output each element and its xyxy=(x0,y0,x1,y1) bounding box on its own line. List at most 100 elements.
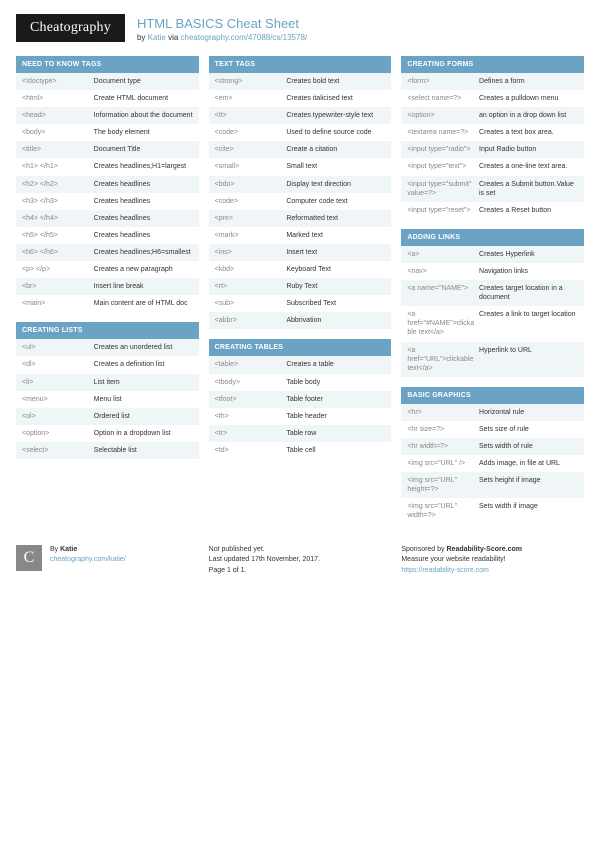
footer-sponsor-prefix: Sponsored by xyxy=(401,546,446,553)
section-header: CREATING FORMS xyxy=(401,56,584,73)
table-row: <a>Creates Hyperlink xyxy=(401,246,584,263)
desc-cell: Table footer xyxy=(286,395,385,404)
tag-cell: <form> xyxy=(407,77,479,86)
desc-cell: Defines a form xyxy=(479,77,578,86)
table-row: <h6> </h6>Creates headlines;H6=smallest xyxy=(16,244,199,261)
desc-cell: Option in a dropdown list xyxy=(94,429,193,438)
tag-cell: <pre> xyxy=(215,214,287,223)
table-row: <ul>Creates an unordered list xyxy=(16,339,199,356)
tag-cell: <small> xyxy=(215,162,287,171)
desc-cell: Creates a text box area. xyxy=(479,128,578,137)
tag-cell: <abbr> xyxy=(215,316,287,325)
tag-cell: <hr width=?> xyxy=(407,442,479,451)
table-row: <input type="submit" value=?>Creates a S… xyxy=(401,176,584,202)
tag-cell: <code> xyxy=(215,128,287,137)
desc-cell: Sets width if image xyxy=(479,502,578,511)
tag-cell: <a name="NAME"> xyxy=(407,284,479,293)
table-row: <option>Option in a dropdown list xyxy=(16,425,199,442)
table-row: <ol>Ordered list xyxy=(16,408,199,425)
desc-cell: Keyboard Text xyxy=(286,265,385,274)
table-row: <mark>Marked text xyxy=(209,227,392,244)
source-link[interactable]: cheatography.com/47088/cs/13578/ xyxy=(181,33,308,42)
page-title: HTML BASICS Cheat Sheet xyxy=(137,16,307,31)
desc-cell: Document type xyxy=(94,77,193,86)
desc-cell: Adds image, in file at URL xyxy=(479,459,578,468)
footer-mid-line1: Not published yet. xyxy=(209,545,392,556)
table-row: <input type="reset">Creates a Reset butt… xyxy=(401,202,584,219)
table-row: <!doctype>Document type xyxy=(16,73,199,90)
footer-mid-line3: Page 1 of 1. xyxy=(209,566,392,577)
table-row: <dl>Creates a definition list xyxy=(16,356,199,373)
page-header: Cheatography HTML BASICS Cheat Sheet by … xyxy=(0,0,600,52)
tag-cell: <ins> xyxy=(215,248,287,257)
desc-cell: Navigation links xyxy=(479,267,578,276)
table-row: <input type="text">Creates a one-line te… xyxy=(401,158,584,175)
desc-cell: Display text direction xyxy=(286,180,385,189)
desc-cell: Ordered list xyxy=(94,412,193,421)
desc-cell: Insert line break xyxy=(94,282,193,291)
table-row: <h2> </h2>Creates headlines xyxy=(16,176,199,193)
tag-cell: <img src="URL" /> xyxy=(407,459,479,468)
desc-cell: Creates a one-line text area. xyxy=(479,162,578,171)
tag-cell: <kbd> xyxy=(215,265,287,274)
table-row: <h4> </h4>Creates headlines xyxy=(16,210,199,227)
table-row: <ins>Insert text xyxy=(209,244,392,261)
footer-author-link[interactable]: cheatography.com/katie/ xyxy=(50,556,126,563)
tag-cell: <menu> xyxy=(22,395,94,404)
footer-mid-line2: Last updated 17th November, 2017. xyxy=(209,555,392,566)
table-row: <img src="URL" height=?>Sets height if i… xyxy=(401,472,584,498)
tag-cell: <nav> xyxy=(407,267,479,276)
tag-cell: <th> xyxy=(215,412,287,421)
desc-cell: Small text xyxy=(286,162,385,171)
cheat-section: CREATING LISTS<ul>Creates an unordered l… xyxy=(16,322,199,459)
footer-right-line2: Measure your website readability! xyxy=(401,555,584,566)
tag-cell: <main> xyxy=(22,299,94,308)
table-row: <table>Creates a table xyxy=(209,356,392,373)
table-row: <h1> </h1>Creates headlines;H1=largest xyxy=(16,158,199,175)
desc-cell: an option in a drop down list xyxy=(479,111,578,120)
table-row: <textarea name=?>Creates a text box area… xyxy=(401,124,584,141)
footer-sponsor: Readability-Score.com xyxy=(447,546,522,553)
tag-cell: <input type="reset"> xyxy=(407,206,479,215)
table-row: <html>Create HTML document xyxy=(16,90,199,107)
desc-cell: Creates headlines xyxy=(94,180,193,189)
tag-cell: <br> xyxy=(22,282,94,291)
table-row: <title>Document Title xyxy=(16,141,199,158)
desc-cell: Creates target location in a document xyxy=(479,284,578,302)
title-block: HTML BASICS Cheat Sheet by Katie via che… xyxy=(137,14,307,42)
table-row: <cite>Create a citation xyxy=(209,141,392,158)
column: CREATING FORMS<form>Defines a form<selec… xyxy=(401,56,584,525)
tag-cell: <hr size=?> xyxy=(407,425,479,434)
tag-cell: <tfoot> xyxy=(215,395,287,404)
footer-sponsor-link[interactable]: https://readability-score.com xyxy=(401,567,489,574)
desc-cell: Hyperlink to URL xyxy=(479,346,578,355)
desc-cell: Abbrivation xyxy=(286,316,385,325)
tag-cell: <img src="URL" width=?> xyxy=(407,502,479,520)
c-logo-icon: C xyxy=(16,545,42,571)
table-row: <pre>Reformatted text xyxy=(209,210,392,227)
byline-prefix: by xyxy=(137,33,148,42)
tag-cell: <h6> </h6> xyxy=(22,248,94,257)
desc-cell: Table cell xyxy=(286,446,385,455)
table-row: <bdo>Display text direction xyxy=(209,176,392,193)
author-link[interactable]: Katie xyxy=(148,33,166,42)
tag-cell: <h1> </h1> xyxy=(22,162,94,171)
desc-cell: Sets size of rule xyxy=(479,425,578,434)
section-header: CREATING TABLES xyxy=(209,339,392,356)
table-row: <em>Creates italicised text xyxy=(209,90,392,107)
table-row: <small>Small text xyxy=(209,158,392,175)
tag-cell: <bdo> xyxy=(215,180,287,189)
table-row: <tr>Table row xyxy=(209,425,392,442)
desc-cell: List item xyxy=(94,378,193,387)
table-row: <nav>Navigation links xyxy=(401,263,584,280)
tag-cell: <a href="#NAME">clickable text</a> xyxy=(407,310,479,337)
table-row: <menu>Menu list xyxy=(16,391,199,408)
desc-cell: Creates a definition list xyxy=(94,360,193,369)
tag-cell: <table> xyxy=(215,360,287,369)
table-row: <form>Defines a form xyxy=(401,73,584,90)
desc-cell: Creates a Reset button xyxy=(479,206,578,215)
table-row: <tbody>Table body xyxy=(209,374,392,391)
desc-cell: Sets width of rule xyxy=(479,442,578,451)
desc-cell: Creates a table xyxy=(286,360,385,369)
desc-cell: Used to define source code xyxy=(286,128,385,137)
